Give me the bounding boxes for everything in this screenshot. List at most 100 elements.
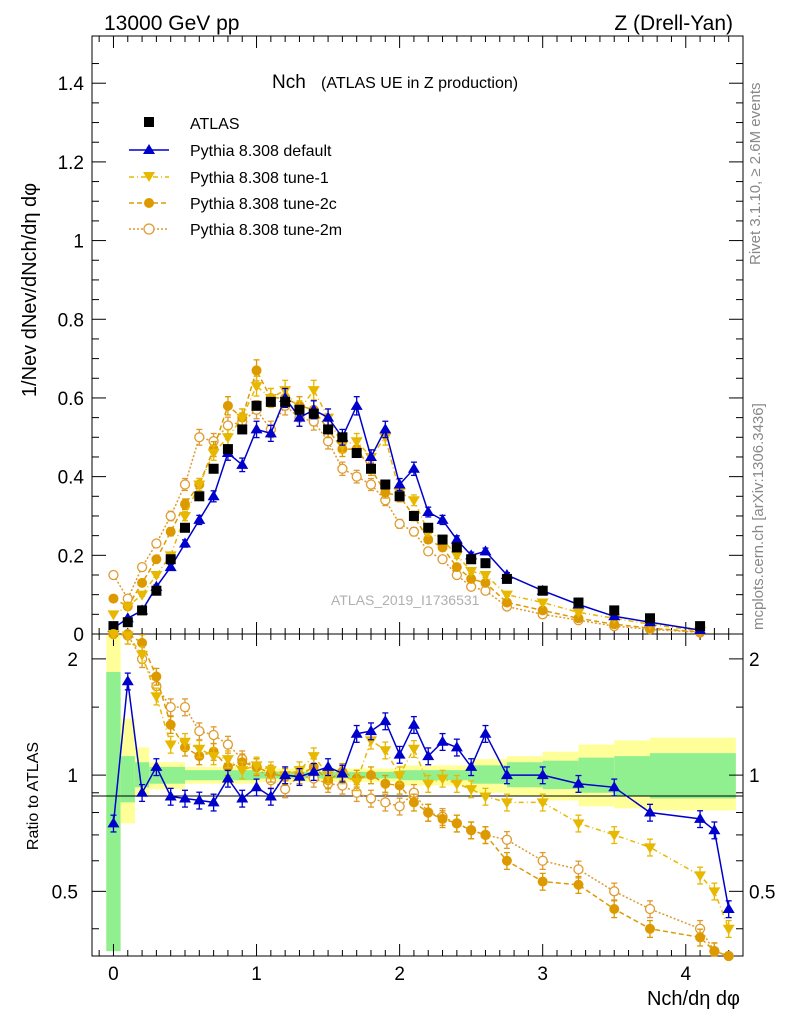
ratio-tune2c-point: [437, 813, 448, 824]
main-tune2c-point: [180, 499, 190, 510]
main-atlas-point: [222, 444, 233, 455]
ratio-tune2c-point: [573, 879, 584, 890]
ratio-tune1-point: [193, 744, 206, 755]
main-atlas-point: [137, 605, 148, 616]
main-default-point: [207, 490, 220, 501]
legend: ATLAS Pythia 8.308 default Pythia 8.308 …: [129, 116, 342, 239]
ratio-tune1-point: [608, 830, 621, 841]
main-atlas-point: [237, 424, 248, 435]
ratio-tune2c-point: [137, 637, 148, 648]
main-tune2m-point: [394, 518, 405, 529]
main-atlas-point: [380, 479, 391, 490]
main-tune2m-point: [108, 569, 119, 581]
main-default-point: [422, 506, 435, 517]
main-default-point: [393, 478, 406, 489]
ratio-tune2c-point: [695, 932, 706, 943]
legend-label-tune2m: Pythia 8.308 tune-2m: [190, 222, 342, 239]
header-left: 13000 GeV pp: [104, 12, 239, 35]
main-atlas-point: [537, 585, 548, 596]
ratio-tune1-point: [407, 744, 420, 755]
ratio-tune1-point: [500, 798, 513, 809]
main-default-point: [322, 411, 335, 422]
ratio-tune2m-point: [501, 834, 513, 845]
ratio-tune2c-point: [380, 778, 391, 789]
main-tune2m-point: [337, 463, 348, 474]
ratio-tune1-point: [572, 819, 585, 830]
main-default-point: [450, 533, 463, 544]
ratio-y-tick-label-right: 0.5: [749, 882, 775, 903]
main-tune2c-point: [251, 365, 262, 376]
main-tune1-point: [221, 433, 234, 444]
ratio-tune1-point: [708, 887, 721, 898]
ratio-tune2c-point: [466, 825, 477, 836]
main-atlas-point: [437, 534, 448, 545]
ratio-default-point: [164, 790, 177, 801]
main-tune2c-point: [437, 542, 448, 553]
ratio-default-point: [136, 786, 149, 797]
legend-label-default: Pythia 8.308 default: [190, 143, 332, 160]
ratio-tune2c-point: [501, 855, 512, 866]
ratio-default-point: [393, 748, 406, 759]
ratio-y-tick-label: 0.5: [52, 882, 78, 903]
ratio-y-axis-label: Ratio to ATLAS: [25, 742, 42, 850]
ratio-tune1-point: [536, 798, 549, 809]
ratio-uncertainty-band: [106, 635, 736, 952]
main-tune1-point: [407, 496, 420, 507]
ratio-tune2c-point: [645, 923, 655, 934]
main-tune2c-point: [480, 577, 491, 588]
ratio-tune1-point: [307, 752, 320, 763]
ratio-tune2m-point: [609, 886, 620, 897]
ratio-default-point: [608, 781, 621, 792]
main-tune2m-point: [151, 538, 162, 549]
main-tune1-point: [500, 590, 513, 601]
ratio-default-point: [193, 794, 206, 805]
main-atlas-point: [480, 558, 491, 569]
band-inner-segment: [106, 671, 121, 952]
main-tune2m-point: [437, 554, 448, 565]
main-default-point: [264, 427, 277, 438]
ratio-tune2c-point: [423, 807, 434, 818]
band-inner-segment: [542, 760, 579, 790]
main-atlas-point: [351, 448, 362, 459]
y-tick-label: 0.4: [58, 468, 85, 489]
ratio-tune2c-point: [394, 780, 405, 791]
main-tune2c-point: [501, 597, 512, 608]
main-atlas-point: [294, 404, 305, 415]
main-tune2c-point: [466, 573, 477, 584]
main-tune1-point: [336, 441, 349, 452]
main-tune2m-point: [423, 546, 434, 557]
main-tune1-point: [250, 382, 263, 393]
legend-marker-tune2m: [143, 223, 155, 235]
ratio-tune1-point: [365, 736, 377, 747]
ratio-tune1-point: [393, 771, 406, 782]
main-atlas-point: [466, 554, 477, 565]
main-atlas-point: [265, 396, 276, 407]
ratio-default-point: [107, 817, 120, 828]
main-atlas-point: [108, 621, 119, 632]
band-inner-segment: [471, 765, 507, 784]
main-atlas-point: [323, 424, 334, 435]
plot-subtitle: (ATLAS UE in Z production): [321, 75, 518, 92]
legend-marker-default: [143, 144, 155, 154]
main-tune1-point: [150, 570, 163, 581]
ratio-default-point: [207, 796, 220, 807]
main-default-point: [436, 513, 449, 524]
axis-ticks: 0 1 2 3 4 0 0.2 0.4 0.6 0.8 1 1.2 1.4 0.5 0.5 1 1 2 2: [52, 36, 775, 985]
ratio-tune1-point: [150, 692, 163, 703]
main-atlas-point: [337, 432, 348, 443]
ratio-default-point: [722, 903, 735, 914]
ratio-default-point: [350, 727, 363, 738]
ratio-default-point: [293, 770, 306, 781]
ratio-tune2m-point: [537, 855, 548, 866]
main-series: [107, 359, 707, 638]
y-axis-label: 1/Nev dNev/dNch/dη dφ: [19, 183, 41, 397]
main-tune2m-point: [194, 432, 205, 443]
ratio-tune1-point: [121, 631, 134, 642]
main-default-point: [236, 458, 249, 469]
main-atlas-point: [695, 621, 706, 632]
main-default-point: [164, 561, 177, 572]
ratio-default-point: [365, 725, 377, 736]
ratio-tune2c-point: [537, 876, 548, 887]
ratio-default-point: [250, 781, 263, 792]
ratio-tune1-point: [164, 740, 177, 751]
